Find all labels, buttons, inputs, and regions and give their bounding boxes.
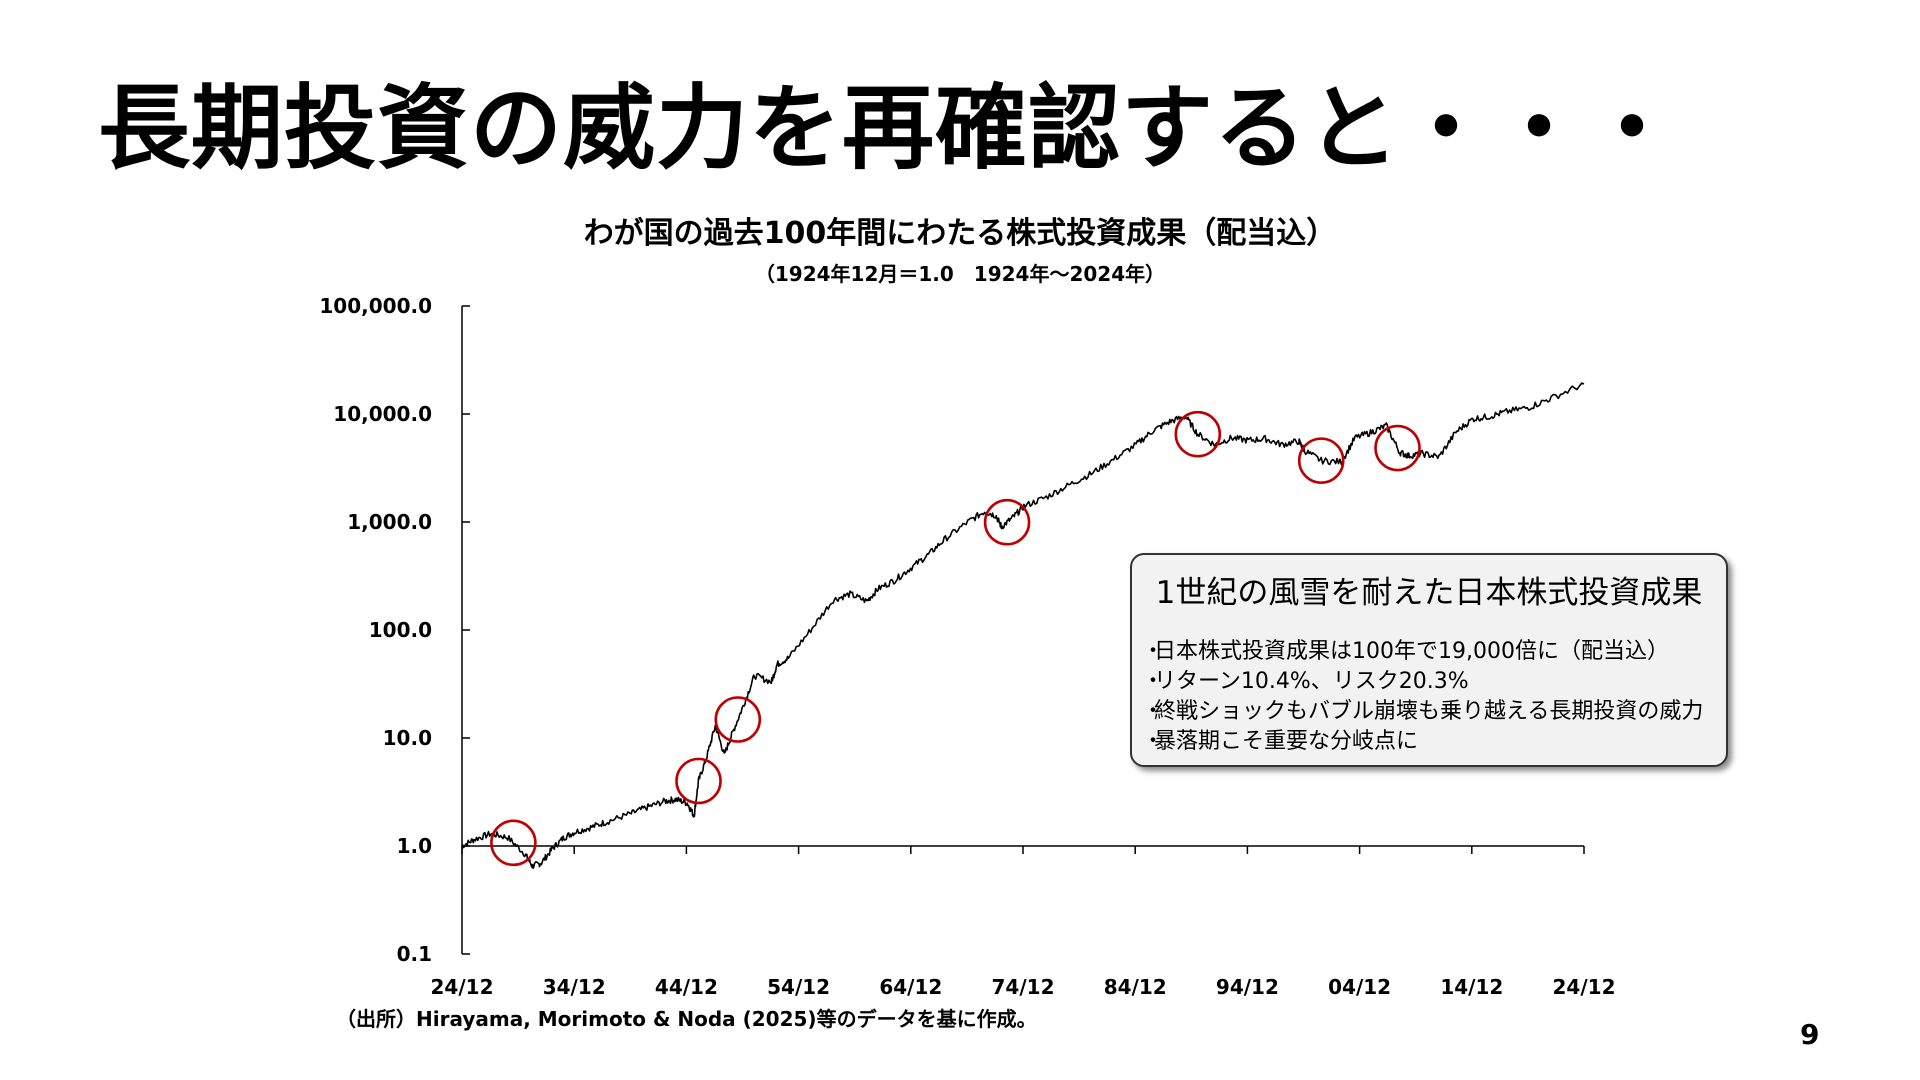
x-tick-label: 84/12 [1104, 975, 1167, 999]
callout-item-text: 終戦ショックもバブル崩壊も乗り越える長期投資の威力 [1154, 699, 1704, 724]
x-tick-label: 14/12 [1440, 975, 1503, 999]
y-tick-label: 100,000.0 [319, 294, 432, 318]
x-tick-label: 44/12 [655, 975, 718, 999]
highlight-circle [675, 757, 722, 805]
chart-axes: 100,000.0 10,000.0 1,000.0 100.0 10.0 1.0 0.1 2… [319, 294, 1615, 999]
x-tick-label: 24/12 [431, 975, 494, 999]
x-tick-label: 54/12 [767, 975, 830, 999]
callout-box: 1世紀の風雪を耐えた日本株式投資成果 ・日本株式投資成果は100年で19,000… [1130, 553, 1728, 767]
x-tick-label: 94/12 [1216, 975, 1279, 999]
y-tick-label: 1,000.0 [347, 510, 432, 534]
chart-highlights [490, 410, 1421, 867]
callout-item-text: 日本株式投資成果は100年で19,000倍に（配当込） [1154, 639, 1669, 664]
highlight-circle [714, 696, 762, 743]
highlight-circle [490, 819, 537, 867]
callout-item-text: リターン10.4%、リスク20.3% [1154, 669, 1469, 694]
callout-list: ・日本株式投資成果は100年で19,000倍に（配当込） ・リターン10.4%、… [1142, 637, 1703, 757]
source-note: （出所）Hirayama, Morimoto & Noda (2025)等のデー… [336, 1007, 1037, 1031]
slide-title: 長期投資の威力を再確認すると・・・ [98, 75, 1680, 182]
callout-title: 1世紀の風雪を耐えた日本株式投資成果 [1155, 575, 1703, 611]
y-tick-label: 100.0 [369, 618, 432, 642]
highlight-circle [1174, 410, 1222, 458]
chart-subtitle: （1924年12月＝1.0 1924年～2024年） [754, 262, 1166, 286]
page-number: 9 [1800, 1018, 1820, 1051]
callout-item: ・終戦ショックもバブル崩壊も乗り越える長期投資の威力 [1142, 697, 1703, 727]
series-line [461, 382, 1585, 870]
x-tick-label: 64/12 [879, 975, 942, 999]
bullet-glyph: ・ [1142, 729, 1165, 754]
callout-item: ・暴落期こそ重要な分岐点に [1142, 727, 1703, 757]
bullet-glyph: ・ [1142, 639, 1165, 664]
chart-title: わが国の過去100年間にわたる株式投資成果（配当込） [583, 216, 1337, 251]
x-tick-label: 24/12 [1553, 975, 1616, 999]
callout-item-text: 暴落期こそ重要な分岐点に [1154, 729, 1419, 754]
y-tick-label: 10.0 [383, 726, 432, 750]
highlight-circle [1374, 424, 1421, 472]
x-tick-label: 04/12 [1328, 975, 1391, 999]
highlight-circle [983, 498, 1031, 546]
highlight-circle [1297, 437, 1345, 484]
y-tick-label: 1.0 [397, 834, 432, 858]
y-tick-label: 10,000.0 [333, 402, 432, 426]
y-tick-label: 0.1 [397, 942, 432, 966]
bullet-glyph: ・ [1142, 699, 1165, 724]
x-tick-label: 74/12 [992, 975, 1055, 999]
callout-item: ・リターン10.4%、リスク20.3% [1142, 667, 1703, 697]
chart-series [461, 382, 1585, 870]
x-tick-label: 34/12 [543, 975, 606, 999]
bullet-glyph: ・ [1142, 669, 1165, 694]
callout-item: ・日本株式投資成果は100年で19,000倍に（配当込） [1142, 637, 1703, 667]
